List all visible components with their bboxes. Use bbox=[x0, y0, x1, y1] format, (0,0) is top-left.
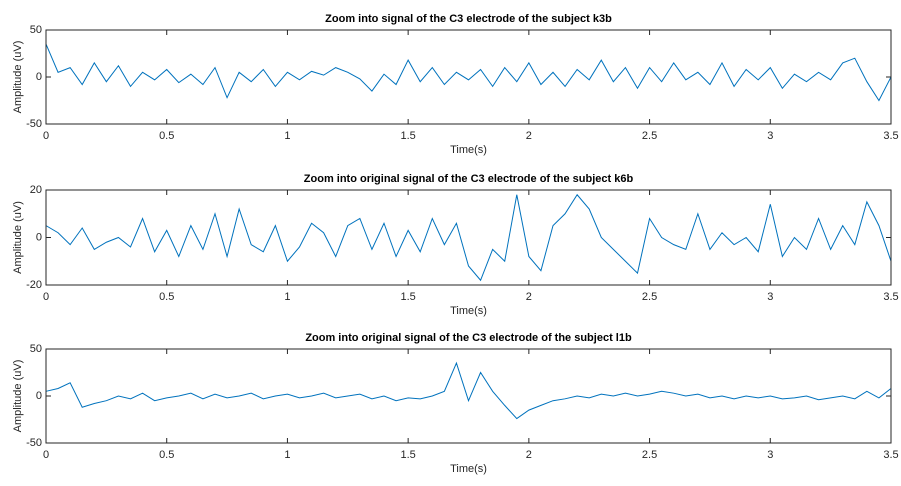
x-tick-label: 0.5 bbox=[159, 130, 174, 142]
x-tick-label: 2.5 bbox=[642, 449, 657, 461]
x-tick-label: 3.5 bbox=[883, 291, 898, 303]
y-tick-label: -50 bbox=[26, 437, 42, 449]
axes-frame bbox=[45, 29, 892, 125]
y-tick-label: 0 bbox=[36, 390, 42, 402]
y-tick-label: 0 bbox=[36, 231, 42, 243]
x-tick-label: 1.5 bbox=[400, 130, 415, 142]
x-tick-label: 1 bbox=[284, 291, 290, 303]
chart-title: Zoom into original signal of the C3 elec… bbox=[305, 332, 632, 344]
x-axis-label: Time(s) bbox=[450, 144, 487, 156]
x-axis-label: Time(s) bbox=[450, 305, 487, 317]
x-tick-label: 1.5 bbox=[400, 449, 415, 461]
x-tick-label: 2 bbox=[526, 449, 532, 461]
x-tick-label: 0.5 bbox=[159, 291, 174, 303]
x-tick-label: 3 bbox=[767, 130, 773, 142]
x-tick-label: 1 bbox=[284, 130, 290, 142]
x-tick-label: 2 bbox=[526, 291, 532, 303]
y-axis-label: Amplitude (uV) bbox=[12, 41, 24, 114]
x-tick-label: 1 bbox=[284, 449, 290, 461]
y-tick-label: 20 bbox=[30, 184, 42, 196]
x-tick-label: 0 bbox=[43, 130, 49, 142]
x-tick-label: 0 bbox=[43, 449, 49, 461]
x-tick-label: 3 bbox=[767, 449, 773, 461]
x-tick-label: 2 bbox=[526, 130, 532, 142]
axes-background bbox=[46, 349, 891, 443]
y-tick-label: -50 bbox=[26, 118, 42, 130]
y-tick-label: 50 bbox=[30, 24, 42, 36]
x-tick-label: 3.5 bbox=[883, 130, 898, 142]
signal-line bbox=[45, 193, 892, 282]
y-tick-label: 50 bbox=[30, 343, 42, 355]
x-tick-label: 1.5 bbox=[400, 291, 415, 303]
x-tick-label: 0 bbox=[43, 291, 49, 303]
x-tick-label: 2.5 bbox=[642, 130, 657, 142]
axes-background bbox=[46, 190, 891, 285]
chart-title: Zoom into original signal of the C3 elec… bbox=[304, 173, 634, 185]
chart-title: Zoom into signal of the C3 electrode of … bbox=[325, 13, 612, 25]
x-tick-label: 3 bbox=[767, 291, 773, 303]
y-tick-label: 0 bbox=[36, 71, 42, 83]
axes-frame bbox=[45, 348, 892, 444]
y-axis-label: Amplitude (uV) bbox=[12, 360, 24, 433]
y-axis-label: Amplitude (uV) bbox=[12, 201, 24, 274]
x-tick-label: 3.5 bbox=[883, 449, 898, 461]
x-tick-label: 2.5 bbox=[642, 291, 657, 303]
axes-background bbox=[46, 30, 891, 124]
signal-line bbox=[45, 43, 892, 102]
x-axis-label: Time(s) bbox=[450, 463, 487, 475]
x-tick-label: 0.5 bbox=[159, 449, 174, 461]
y-tick-label: -20 bbox=[26, 279, 42, 291]
signal-line bbox=[45, 361, 892, 420]
axes-frame bbox=[45, 189, 892, 286]
